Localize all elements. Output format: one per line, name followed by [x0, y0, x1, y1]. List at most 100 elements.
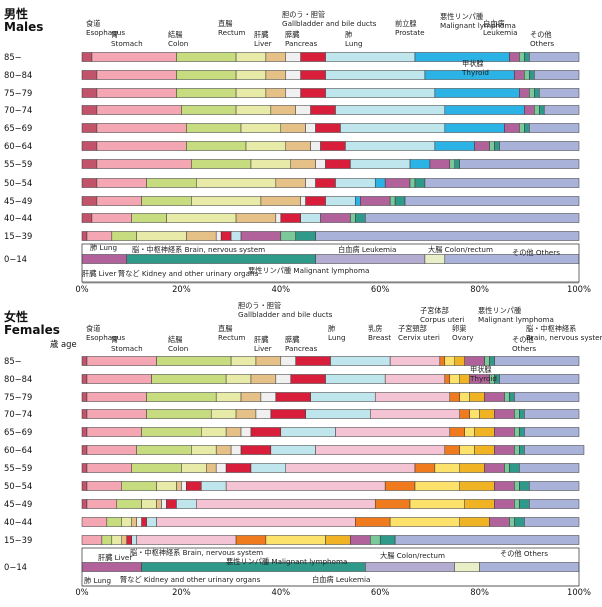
bar-segment-esophagus — [81, 88, 98, 98]
bar-segment-others — [365, 213, 580, 223]
bar-segment-leukemia — [126, 254, 316, 264]
bar-segment-lymphoma — [350, 535, 371, 545]
bar-segment-thyroid — [514, 481, 520, 491]
series-label-breast-jp: 乳房 — [368, 324, 382, 333]
age-group-label: 65−69 — [4, 427, 32, 437]
bar-segment-thyroid — [514, 427, 520, 437]
bar-segment-stomach — [86, 409, 147, 419]
bar-segment-prostate — [355, 196, 361, 206]
bar-segment-lung — [310, 392, 376, 402]
bar-segment-gallbladder — [275, 213, 282, 223]
bar-segment-colon — [176, 70, 237, 80]
bar-row — [81, 123, 580, 133]
bar-segment-thyroid — [489, 141, 495, 151]
bar-segment-thyroid — [514, 445, 520, 455]
bar-segment-rectum — [235, 70, 267, 80]
bar-segment-ovary — [454, 356, 465, 366]
series-label-prostate: Prostate — [395, 28, 425, 37]
bar-segment-others — [529, 52, 580, 62]
bar-segment-pancreas — [290, 374, 326, 384]
bar-segment-leukemia — [454, 159, 460, 169]
bar-segment-others — [499, 141, 580, 151]
bar-segment-stomach — [96, 88, 177, 98]
series-label-stomach-jp: 胃 — [111, 335, 118, 344]
bar-segment-brain — [315, 254, 426, 264]
bar-segment-stomach — [86, 481, 123, 491]
series-label-colon-jp: 結腸 — [168, 30, 182, 39]
bar-segment-lymphoma — [494, 409, 515, 419]
x-tick-label: 0% — [75, 284, 88, 294]
bar-segment-lymphoma — [484, 463, 505, 473]
age-group-label: 85− — [4, 52, 22, 62]
age-group-label: 60−64 — [4, 445, 32, 455]
bar-segment-others — [529, 123, 580, 133]
bar-segment-thyroid — [389, 196, 396, 206]
series-label-esophagus: Esophagus — [86, 28, 125, 37]
series-label-liver: Liver — [254, 344, 272, 353]
bar-segment-stomach — [81, 517, 108, 527]
bar-segment-gallbladder — [310, 141, 321, 151]
child-label-brain-nervous-system: 脳・中枢神経系 Brain, nervous system — [130, 548, 263, 557]
bar-segment-thyroid — [524, 70, 530, 80]
bar-segment-pancreas — [186, 481, 202, 491]
bar-segment-pancreas — [225, 463, 252, 473]
bar-segment-leukemia — [519, 409, 525, 419]
series-label-others: Others — [512, 344, 536, 353]
bar-segment-colon — [121, 481, 157, 491]
bar-segment-gallbladder — [300, 196, 306, 206]
bar-segment-others — [315, 231, 580, 241]
panel-title-en: Males — [4, 20, 43, 34]
bar-segment-ovary — [459, 463, 485, 473]
bar-segment-breast — [285, 463, 416, 473]
bar-segment-colon — [181, 105, 237, 115]
age-group-label: 70−74 — [4, 409, 32, 419]
bar-segment-corpus_uteri — [439, 356, 446, 366]
bar-segment-corpus_uteri — [449, 427, 465, 437]
bar-segment-colon — [131, 463, 182, 473]
bar-segment-thyroid — [529, 88, 535, 98]
bar-segment-lung — [146, 517, 157, 527]
series-label-liver-jp: 肝臓 — [254, 335, 269, 344]
bar-segment-prostate — [434, 141, 475, 151]
bar-segment-pancreas — [300, 52, 326, 62]
bar-segment-colon — [106, 517, 123, 527]
bar-segment-rectum — [245, 141, 287, 151]
bar-segment-thyroid — [449, 159, 455, 169]
bar-segment-gallbladder — [215, 231, 222, 241]
bar-segment-leukemia — [509, 392, 515, 402]
bar-segment-colon — [116, 499, 142, 509]
bar-row — [81, 141, 580, 151]
bar-segment-esophagus — [81, 123, 98, 133]
bar-segment-lymphoma — [484, 392, 505, 402]
panel-title-jp: 男性 — [4, 6, 28, 21]
bar-row — [81, 178, 580, 188]
child-row-frame — [81, 547, 580, 587]
child-label-colon-rectum: 大腸 Colon/rectum — [428, 245, 493, 254]
bar-segment-lung — [201, 481, 227, 491]
bar-segment-lung — [325, 196, 356, 206]
bar-segment-gallbladder — [315, 159, 326, 169]
bar-segment-colon — [131, 213, 167, 223]
bar-segment-breast — [335, 427, 451, 437]
series-label-ovary: Ovary — [452, 333, 474, 342]
series-label-cervix-uteri-jp: 子宮頸部 — [398, 324, 427, 333]
bar-segment-corpus_uteri — [449, 392, 460, 402]
bar-segment-others — [543, 105, 580, 115]
bar-segment-others — [524, 445, 585, 455]
age-group-label: 0−14 — [4, 254, 27, 264]
bar-segment-rectum — [235, 105, 272, 115]
x-tick-label: 80% — [470, 587, 489, 597]
bar-segment-gallbladder — [136, 517, 142, 527]
bar-segment-gallbladder — [260, 392, 277, 402]
bar-segment-kidney — [424, 254, 446, 264]
bar-segment-stomach — [96, 123, 187, 133]
bar-segment-thyroid — [409, 178, 416, 188]
bar-segment-esophagus — [81, 105, 98, 115]
bar-segment-breast — [196, 499, 376, 509]
bar-segment-colon — [146, 178, 197, 188]
bar-segment-lymphoma — [509, 52, 520, 62]
bar-segment-pancreas — [280, 213, 301, 223]
bar-segment-liver — [270, 105, 296, 115]
bar-segment-gallbladder — [280, 356, 296, 366]
bar-segment-kidney — [454, 562, 480, 572]
